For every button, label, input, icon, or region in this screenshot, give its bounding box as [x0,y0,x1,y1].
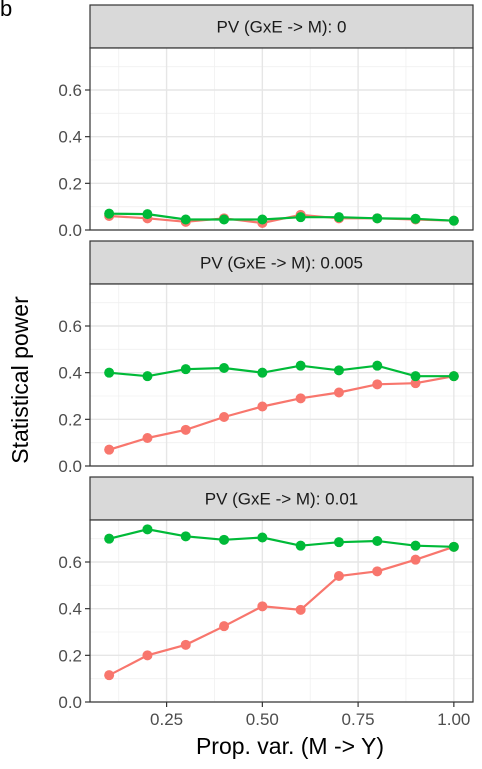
panel-letter: b [0,0,13,21]
y-tick-label: 0.2 [58,174,82,193]
data-point-series-2 [104,367,115,378]
data-point-series-1 [104,670,115,681]
data-point-series-1 [410,378,421,389]
data-point-series-2 [410,213,421,224]
data-point-series-1 [295,604,306,615]
y-tick-label: 0.6 [58,553,82,572]
data-point-series-1 [219,621,230,632]
y-tick-label: 0.0 [58,693,82,712]
facet-strip [89,4,474,49]
y-tick-label: 0.4 [58,600,82,619]
data-point-series-2 [142,371,153,382]
data-point-series-1 [333,387,344,398]
data-point-series-1 [219,412,230,422]
data-point-series-1 [257,601,268,612]
data-point-series-1 [372,379,383,390]
data-point-series-2 [410,371,421,382]
facet-strip-label: PV (GxE -> M): 0 [217,18,347,37]
data-point-series-1 [142,650,153,661]
y-tick-label: 0.6 [58,81,82,100]
x-axis-title: Prop. var. (M -> Y) [196,733,384,759]
plot-background [90,520,473,702]
data-point-series-1 [104,444,115,455]
y-tick-label: 0.0 [58,221,82,240]
data-point-series-2 [180,214,191,225]
data-point-series-2 [142,524,153,535]
y-tick-label: 0.2 [58,410,82,429]
data-point-series-2 [333,365,344,376]
data-point-series-2 [219,363,230,373]
facet-strip [89,240,474,285]
y-tick-label: 0.6 [58,317,82,336]
data-point-series-2 [333,537,344,548]
data-point-series-2 [295,212,306,223]
data-point-series-2 [257,214,268,225]
data-point-series-2 [142,209,153,220]
data-point-series-1 [372,566,383,577]
data-point-series-1 [295,393,306,404]
x-tick-label: 1.00 [437,710,470,729]
data-point-series-2 [257,532,268,543]
x-tick-label: 0.25 [150,710,183,729]
data-point-series-2 [295,540,306,551]
x-tick-label: 0.50 [246,710,279,729]
data-point-series-2 [448,371,459,382]
plot-background [90,48,473,230]
data-point-series-2 [219,214,230,225]
series-line-2 [109,364,454,378]
panel-border [89,519,474,703]
x-tick-label: 0.75 [342,710,375,729]
y-tick-label: 0.4 [58,364,82,383]
panel-border [89,283,474,467]
data-point-series-2 [219,534,230,545]
data-point-series-1 [180,639,191,650]
data-point-series-2 [410,540,421,551]
facet-strip-label: PV (GxE -> M): 0.005 [200,254,363,273]
data-point-series-1 [257,401,268,412]
data-point-series-1 [410,554,421,565]
data-point-series-2 [372,213,383,224]
facet-strip-label: PV (GxE -> M): 0.01 [205,490,359,509]
data-point-series-2 [448,541,459,552]
data-point-series-2 [104,533,115,544]
data-point-series-1 [180,424,191,435]
data-point-series-2 [295,360,306,371]
data-point-series-2 [372,536,383,546]
data-point-series-1 [142,433,153,443]
y-tick-label: 0.4 [58,128,82,147]
data-point-series-2 [257,367,268,378]
series-line-1 [108,375,454,451]
data-point-series-2 [180,364,191,375]
series-line-2 [108,528,454,548]
y-tick-label: 0.2 [58,646,82,665]
data-point-series-2 [104,208,115,219]
data-point-series-2 [448,215,459,226]
panel-border [89,47,474,231]
data-point-series-1 [333,571,344,581]
y-axis-title: Statistical power [7,296,33,464]
series-line-1 [108,545,455,677]
data-point-series-2 [180,531,191,542]
y-tick-label: 0.0 [58,457,82,476]
series-line-2 [109,212,454,222]
data-point-series-2 [333,212,344,223]
data-point-series-2 [372,360,383,371]
